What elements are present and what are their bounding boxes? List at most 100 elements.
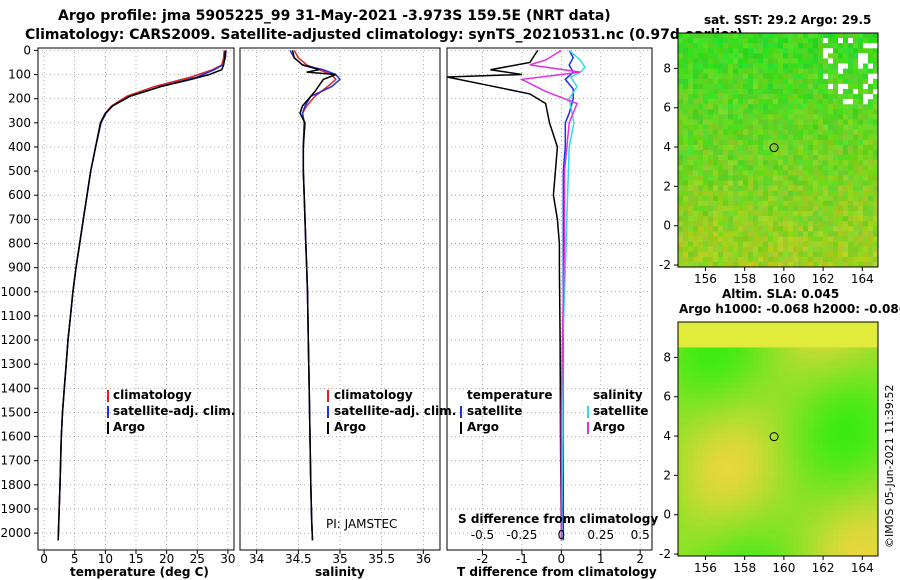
map-cell <box>768 144 774 151</box>
map-cell <box>788 226 794 232</box>
map-cell <box>683 469 689 475</box>
map-cell <box>748 505 754 511</box>
map-cell <box>853 342 859 348</box>
map-cell <box>758 165 764 171</box>
map-cell <box>763 83 769 90</box>
map-cell <box>738 256 744 263</box>
map-cell <box>858 362 864 369</box>
map-cell <box>718 444 724 450</box>
map-cell <box>873 104 879 110</box>
map-cell <box>783 124 789 130</box>
map-cell <box>778 94 784 100</box>
map-cell <box>858 342 864 348</box>
map-cell <box>813 139 819 146</box>
map-cell <box>823 530 829 536</box>
map-cell <box>748 418 754 425</box>
map-cell <box>713 139 719 146</box>
map-cell <box>688 469 694 475</box>
map-cell <box>818 261 824 268</box>
map-cell <box>848 525 854 531</box>
map-cell <box>728 383 734 389</box>
map-cell <box>793 231 799 237</box>
map-cell <box>833 68 839 74</box>
map-cell <box>693 261 699 268</box>
map-cell <box>708 408 714 414</box>
map-cell <box>708 104 714 110</box>
map-cell <box>823 403 829 409</box>
map-cell <box>708 155 714 161</box>
map-cell <box>873 226 879 232</box>
map-cell <box>828 221 834 227</box>
map-cell <box>863 428 869 435</box>
map-cell <box>718 423 724 430</box>
map-cell <box>723 372 729 379</box>
map-cell <box>738 175 744 181</box>
temperature-panel: 0 5 10 15 20 25 30 010020030040050060070080090… <box>0 43 235 579</box>
map-cell <box>758 469 764 475</box>
map-cell <box>738 398 744 404</box>
map-cell <box>868 241 874 247</box>
map-cell <box>753 170 759 176</box>
map-cell <box>833 362 839 369</box>
difference-legend: temperature salinity satellite Argo sate… <box>460 388 648 434</box>
map-cell <box>818 449 824 455</box>
map-cell <box>773 134 779 141</box>
map-cell <box>808 428 814 435</box>
map-cell <box>708 510 714 516</box>
map-cell <box>708 241 714 247</box>
map-cell <box>823 388 829 394</box>
map-cell <box>788 423 794 430</box>
map-cell <box>723 246 729 253</box>
map-cell <box>828 337 834 343</box>
map-cell <box>858 251 864 258</box>
map-cell <box>683 73 689 80</box>
map-cell <box>823 484 829 491</box>
map-cell <box>848 73 854 80</box>
map-x-tick-label: 158 <box>733 561 756 575</box>
map-cell <box>723 515 729 521</box>
map-cell <box>723 73 729 80</box>
map-cell <box>868 337 874 343</box>
map-cell <box>748 205 754 212</box>
map-cell <box>698 58 704 64</box>
map-cell <box>843 525 849 531</box>
map-cell <box>683 211 689 217</box>
map-cell <box>858 165 864 171</box>
map-cell <box>753 129 759 136</box>
map-cell <box>828 129 834 136</box>
map-cell <box>743 139 749 146</box>
map-cell <box>763 337 769 343</box>
difference-panel: -2 -1 0 1 2 -0.5 -0.25 0 0.25 0.5 T difference f… <box>446 47 658 579</box>
map-cell <box>838 251 844 258</box>
map-cell <box>833 408 839 414</box>
map-cell <box>773 357 779 363</box>
map-cell <box>728 256 734 263</box>
map-cell <box>858 58 864 64</box>
map-cell <box>828 165 834 171</box>
map-cell <box>848 342 854 348</box>
map-cell <box>693 53 699 59</box>
map-cell <box>823 99 829 105</box>
map-cell <box>828 175 834 181</box>
map-cell <box>788 185 794 191</box>
map-cell <box>718 413 724 419</box>
map-cell <box>783 236 789 242</box>
map-cell <box>723 489 729 496</box>
map-cell <box>803 170 809 176</box>
map-cell <box>793 226 799 232</box>
map-cell <box>773 520 779 526</box>
map-cell <box>828 357 834 363</box>
map-cell <box>758 94 764 100</box>
map-cell <box>723 33 729 39</box>
map-cell <box>743 68 749 74</box>
map-cell <box>758 38 764 44</box>
map-cell <box>763 139 769 146</box>
map-cell <box>708 48 714 54</box>
map-cell <box>793 129 799 136</box>
temperature-frame <box>37 47 235 551</box>
map-cell <box>733 393 739 399</box>
map-cell <box>713 165 719 171</box>
map-cell <box>738 545 744 552</box>
map-cell <box>698 454 704 460</box>
